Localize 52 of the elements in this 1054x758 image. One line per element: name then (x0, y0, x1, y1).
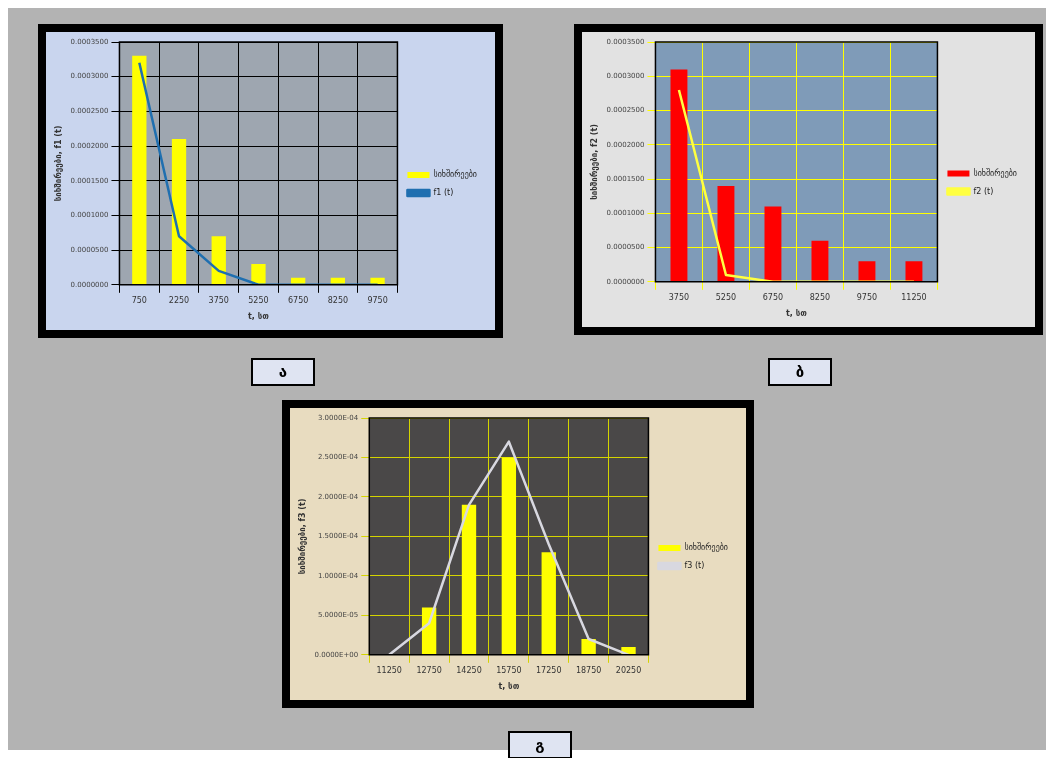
x-axis-title: t, სთ (498, 682, 520, 692)
y-axis-title: სიხშირეები, f2 (t) (588, 123, 599, 200)
x-tick-label: 11250 (901, 292, 927, 302)
x-tick-label: 5250 (248, 295, 269, 305)
legend-label: f2 (t) (973, 186, 994, 196)
x-tick-label: 17250 (536, 665, 562, 675)
x-tick-label: 12750 (416, 665, 442, 675)
text: გ (508, 731, 572, 758)
x-tick-label: 3750 (208, 295, 229, 305)
bar (291, 277, 306, 285)
x-tick-label: 14250 (456, 665, 482, 675)
bar (251, 263, 266, 285)
legend-label: სიხშირეები (684, 542, 729, 553)
bar (461, 504, 477, 655)
bar (370, 277, 385, 285)
x-tick-label: 750 (131, 295, 147, 305)
x-tick-label: 6750 (287, 295, 309, 305)
x-tick-label: 6750 (762, 292, 784, 302)
x-tick-label: 9750 (856, 292, 878, 302)
x-tick-label: 3750 (668, 292, 690, 302)
bar (811, 240, 829, 282)
x-axis-title: t, სთ (248, 312, 270, 322)
legend-label: f1 (t) (433, 188, 454, 198)
y-axis-title: სიხშირეები, f1 (t) (52, 125, 63, 202)
x-tick-label: 20250 (615, 665, 642, 675)
x-tick-label: 5250 (715, 292, 737, 302)
legend-label: სიხშირეები (973, 167, 1018, 178)
x-tick-label: 8250 (327, 295, 349, 305)
bar (171, 139, 187, 285)
bar (905, 261, 923, 282)
x-tick-label: 18750 (575, 665, 602, 675)
bar (764, 206, 782, 282)
bar (581, 639, 596, 655)
bar (717, 185, 735, 282)
bar (501, 457, 517, 655)
x-tick-label: 8250 (809, 292, 831, 302)
bar (670, 69, 688, 282)
legend-label: სიხშირეები (433, 169, 478, 180)
bar (211, 236, 226, 285)
bar (541, 552, 556, 655)
y-axis-title: სიხშირეები, f3 (t) (296, 498, 307, 575)
bar (330, 277, 346, 285)
x-tick-label: 11250 (376, 665, 402, 675)
x-tick-label: 15750 (496, 665, 522, 675)
legend-label: f3 (t) (684, 561, 705, 571)
x-tick-label: 2250 (168, 295, 190, 305)
x-axis-title: t, სთ (786, 309, 808, 319)
text: ა (251, 358, 315, 386)
bar (132, 55, 147, 285)
x-tick-label: 9750 (367, 295, 388, 305)
bar (858, 261, 876, 282)
text: ბ (768, 358, 832, 386)
